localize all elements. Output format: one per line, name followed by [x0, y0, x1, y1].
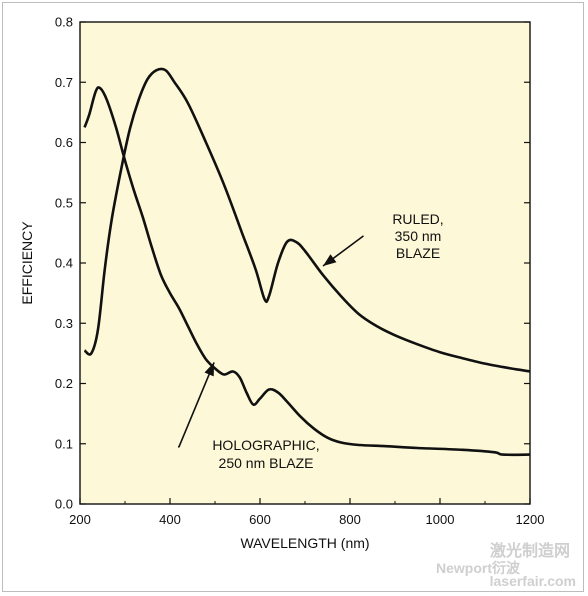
holographic-annotation-arrow-line	[178, 362, 215, 448]
figure-frame	[2, 2, 584, 592]
x-axis-title: WAVELENGTH (nm)	[240, 535, 369, 551]
holographic-annotation-text: HOLOGRAPHIC,	[212, 437, 319, 453]
y-tick-label: 0.6	[55, 135, 73, 150]
x-tick-label: 800	[339, 512, 361, 527]
series-line-holographic	[83, 86, 531, 457]
holographic-annotation-text: 250 nm BLAZE	[219, 455, 314, 471]
x-tick-label: 400	[159, 512, 181, 527]
y-tick-label: 0.7	[55, 75, 73, 90]
watermark: 激光制造网 Newport衍波 laserfair.com	[436, 541, 576, 589]
ruled-annotation-text: BLAZE	[396, 245, 440, 261]
x-tick-label: 600	[249, 512, 271, 527]
y-tick-label: 0.8	[55, 15, 73, 30]
x-tick-label: 200	[69, 512, 91, 527]
y-tick-label: 0.4	[55, 256, 73, 271]
watermark-overlay: Newport衍波	[436, 560, 521, 576]
ruled-annotation-text: RULED,	[392, 211, 443, 227]
series-line-ruled	[83, 67, 531, 373]
y-tick-label: 0.2	[55, 376, 73, 391]
series-group	[83, 67, 531, 457]
watermark-line1: 激光制造网	[490, 541, 570, 560]
y-tick-label: 0.5	[55, 195, 73, 210]
y-tick-label: 0.0	[55, 497, 73, 512]
plot-border	[79, 21, 531, 505]
ruled-annotation-text: 350 nm	[395, 228, 442, 244]
y-tick-label: 0.1	[55, 436, 73, 451]
x-tick-label: 1200	[516, 512, 545, 527]
y-tick-label: 0.3	[55, 316, 73, 331]
x-tick-label: 1000	[426, 512, 455, 527]
x-axis-ticks: 200 400 600 800 1000 1200	[69, 498, 544, 527]
watermark-line2: laserfair.com	[490, 573, 576, 589]
holographic-annotation-arrow-head	[204, 362, 215, 377]
ruled-annotation-arrow-head	[323, 254, 337, 267]
y-axis-title: EFFICIENCY	[19, 221, 35, 305]
plot-area	[80, 22, 530, 504]
